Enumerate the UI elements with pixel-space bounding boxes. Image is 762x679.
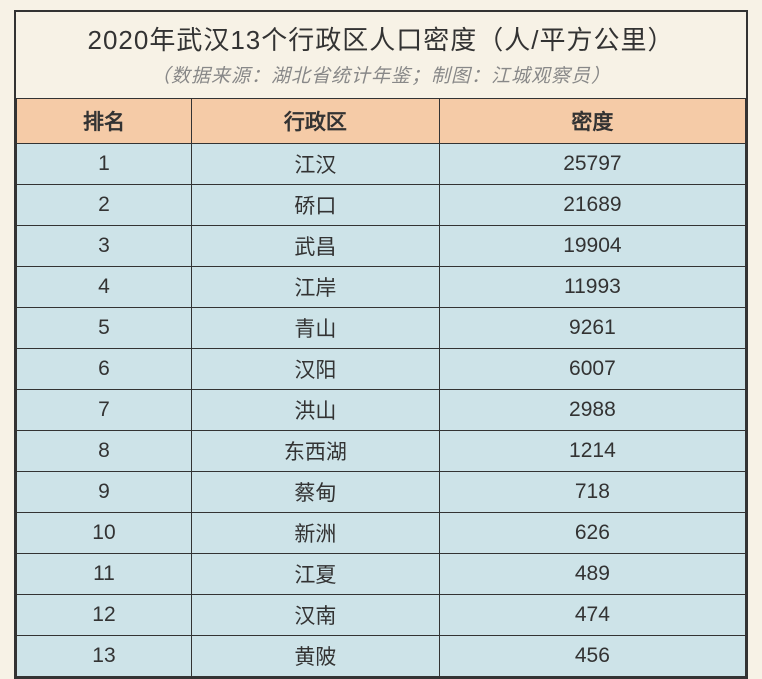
cell-rank: 2 [17, 185, 192, 226]
table-row: 10新洲626 [17, 513, 746, 554]
cell-district: 硚口 [191, 185, 439, 226]
cell-district: 江汉 [191, 144, 439, 185]
col-header-district: 行政区 [191, 99, 439, 144]
cell-rank: 4 [17, 267, 192, 308]
table-row: 6汉阳6007 [17, 349, 746, 390]
cell-district: 黄陂 [191, 636, 439, 677]
table-row: 8东西湖1214 [17, 431, 746, 472]
cell-rank: 11 [17, 554, 192, 595]
table-row: 13黄陂456 [17, 636, 746, 677]
cell-district: 江岸 [191, 267, 439, 308]
cell-rank: 10 [17, 513, 192, 554]
table-row: 7洪山2988 [17, 390, 746, 431]
cell-district: 蔡甸 [191, 472, 439, 513]
cell-density: 6007 [439, 349, 745, 390]
cell-rank: 5 [17, 308, 192, 349]
table-row: 1江汉25797 [17, 144, 746, 185]
cell-density: 718 [439, 472, 745, 513]
table-row: 11江夏489 [17, 554, 746, 595]
cell-density: 626 [439, 513, 745, 554]
cell-density: 456 [439, 636, 745, 677]
cell-rank: 3 [17, 226, 192, 267]
table-body: 1江汉257972硚口216893武昌199044江岸119935青山92616… [17, 144, 746, 677]
table-row: 2硚口21689 [17, 185, 746, 226]
table-row: 5青山9261 [17, 308, 746, 349]
cell-density: 1214 [439, 431, 745, 472]
col-header-density: 密度 [439, 99, 745, 144]
cell-district: 新洲 [191, 513, 439, 554]
cell-density: 489 [439, 554, 745, 595]
cell-rank: 13 [17, 636, 192, 677]
cell-district: 江夏 [191, 554, 439, 595]
cell-density: 11993 [439, 267, 745, 308]
cell-rank: 9 [17, 472, 192, 513]
table-container: 2020年武汉13个行政区人口密度（人/平方公里） （数据来源：湖北省统计年鉴；… [14, 10, 748, 679]
cell-district: 东西湖 [191, 431, 439, 472]
cell-density: 25797 [439, 144, 745, 185]
cell-density: 21689 [439, 185, 745, 226]
table-row: 4江岸11993 [17, 267, 746, 308]
cell-rank: 1 [17, 144, 192, 185]
table-row: 3武昌19904 [17, 226, 746, 267]
cell-density: 2988 [439, 390, 745, 431]
cell-rank: 8 [17, 431, 192, 472]
cell-district: 武昌 [191, 226, 439, 267]
col-header-rank: 排名 [17, 99, 192, 144]
cell-density: 474 [439, 595, 745, 636]
cell-rank: 12 [17, 595, 192, 636]
cell-district: 洪山 [191, 390, 439, 431]
cell-rank: 7 [17, 390, 192, 431]
title: 2020年武汉13个行政区人口密度（人/平方公里） [16, 12, 746, 61]
density-table: 排名 行政区 密度 1江汉257972硚口216893武昌199044江岸119… [16, 98, 746, 677]
subtitle: （数据来源：湖北省统计年鉴；制图：江城观察员） [16, 61, 746, 98]
cell-district: 青山 [191, 308, 439, 349]
cell-density: 9261 [439, 308, 745, 349]
header-row: 排名 行政区 密度 [17, 99, 746, 144]
table-row: 9蔡甸718 [17, 472, 746, 513]
cell-density: 19904 [439, 226, 745, 267]
table-row: 12汉南474 [17, 595, 746, 636]
cell-rank: 6 [17, 349, 192, 390]
cell-district: 汉阳 [191, 349, 439, 390]
cell-district: 汉南 [191, 595, 439, 636]
